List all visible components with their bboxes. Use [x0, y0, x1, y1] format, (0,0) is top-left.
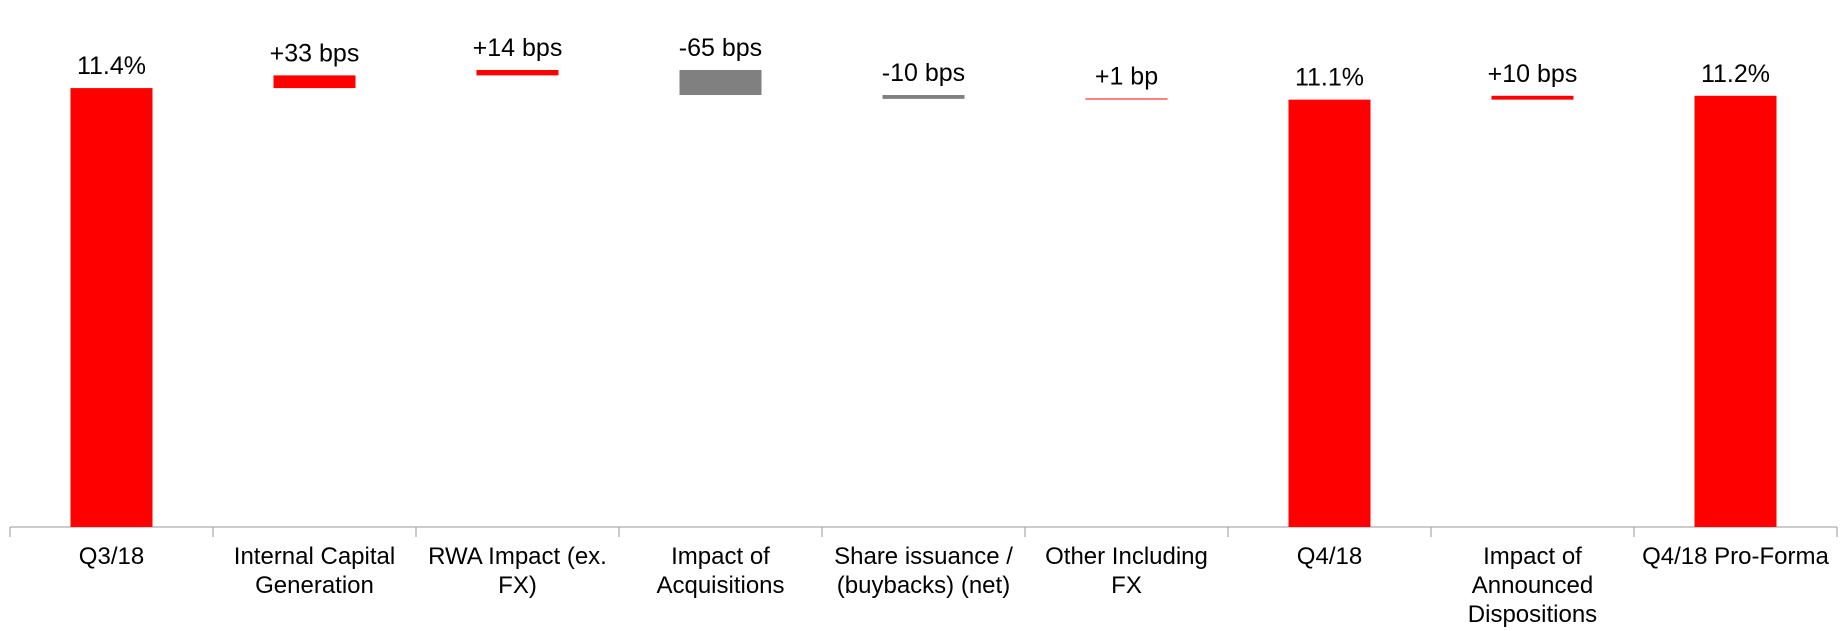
x-tick-label: Share issuance / (buybacks) (net) [834, 543, 1013, 599]
bar [679, 70, 762, 96]
bar [882, 95, 965, 99]
value-label: +33 bps [270, 39, 360, 67]
value-label: 11.1% [1295, 64, 1364, 92]
value-label: -10 bps [882, 59, 965, 87]
value-label: +10 bps [1488, 60, 1578, 88]
x-tick-label: Internal Capital Generation [233, 543, 396, 599]
x-tick-label: Other Including FX [1045, 543, 1208, 599]
bar [1085, 98, 1168, 100]
x-tick-label: Impact of Acquisitions [656, 543, 785, 599]
value-label: +14 bps [473, 34, 563, 62]
x-tick-label: Q4/18 Pro-Forma [1642, 543, 1829, 570]
value-label: 11.4% [77, 52, 146, 80]
bar [476, 70, 559, 76]
x-tick-label: Q3/18 [78, 543, 145, 570]
bar [273, 75, 356, 89]
bar [1288, 99, 1371, 527]
x-tick-label: RWA Impact (ex. FX) [428, 543, 607, 599]
bar [1694, 95, 1777, 527]
value-label: +1 bp [1095, 62, 1158, 90]
bar [70, 88, 153, 527]
x-tick-label: Q4/18 [1296, 543, 1363, 570]
value-label: -65 bps [679, 34, 762, 62]
x-tick-label: Impact of Announced Dispositions [1467, 543, 1598, 628]
value-label: 11.2% [1701, 60, 1770, 88]
bar [1491, 95, 1574, 100]
